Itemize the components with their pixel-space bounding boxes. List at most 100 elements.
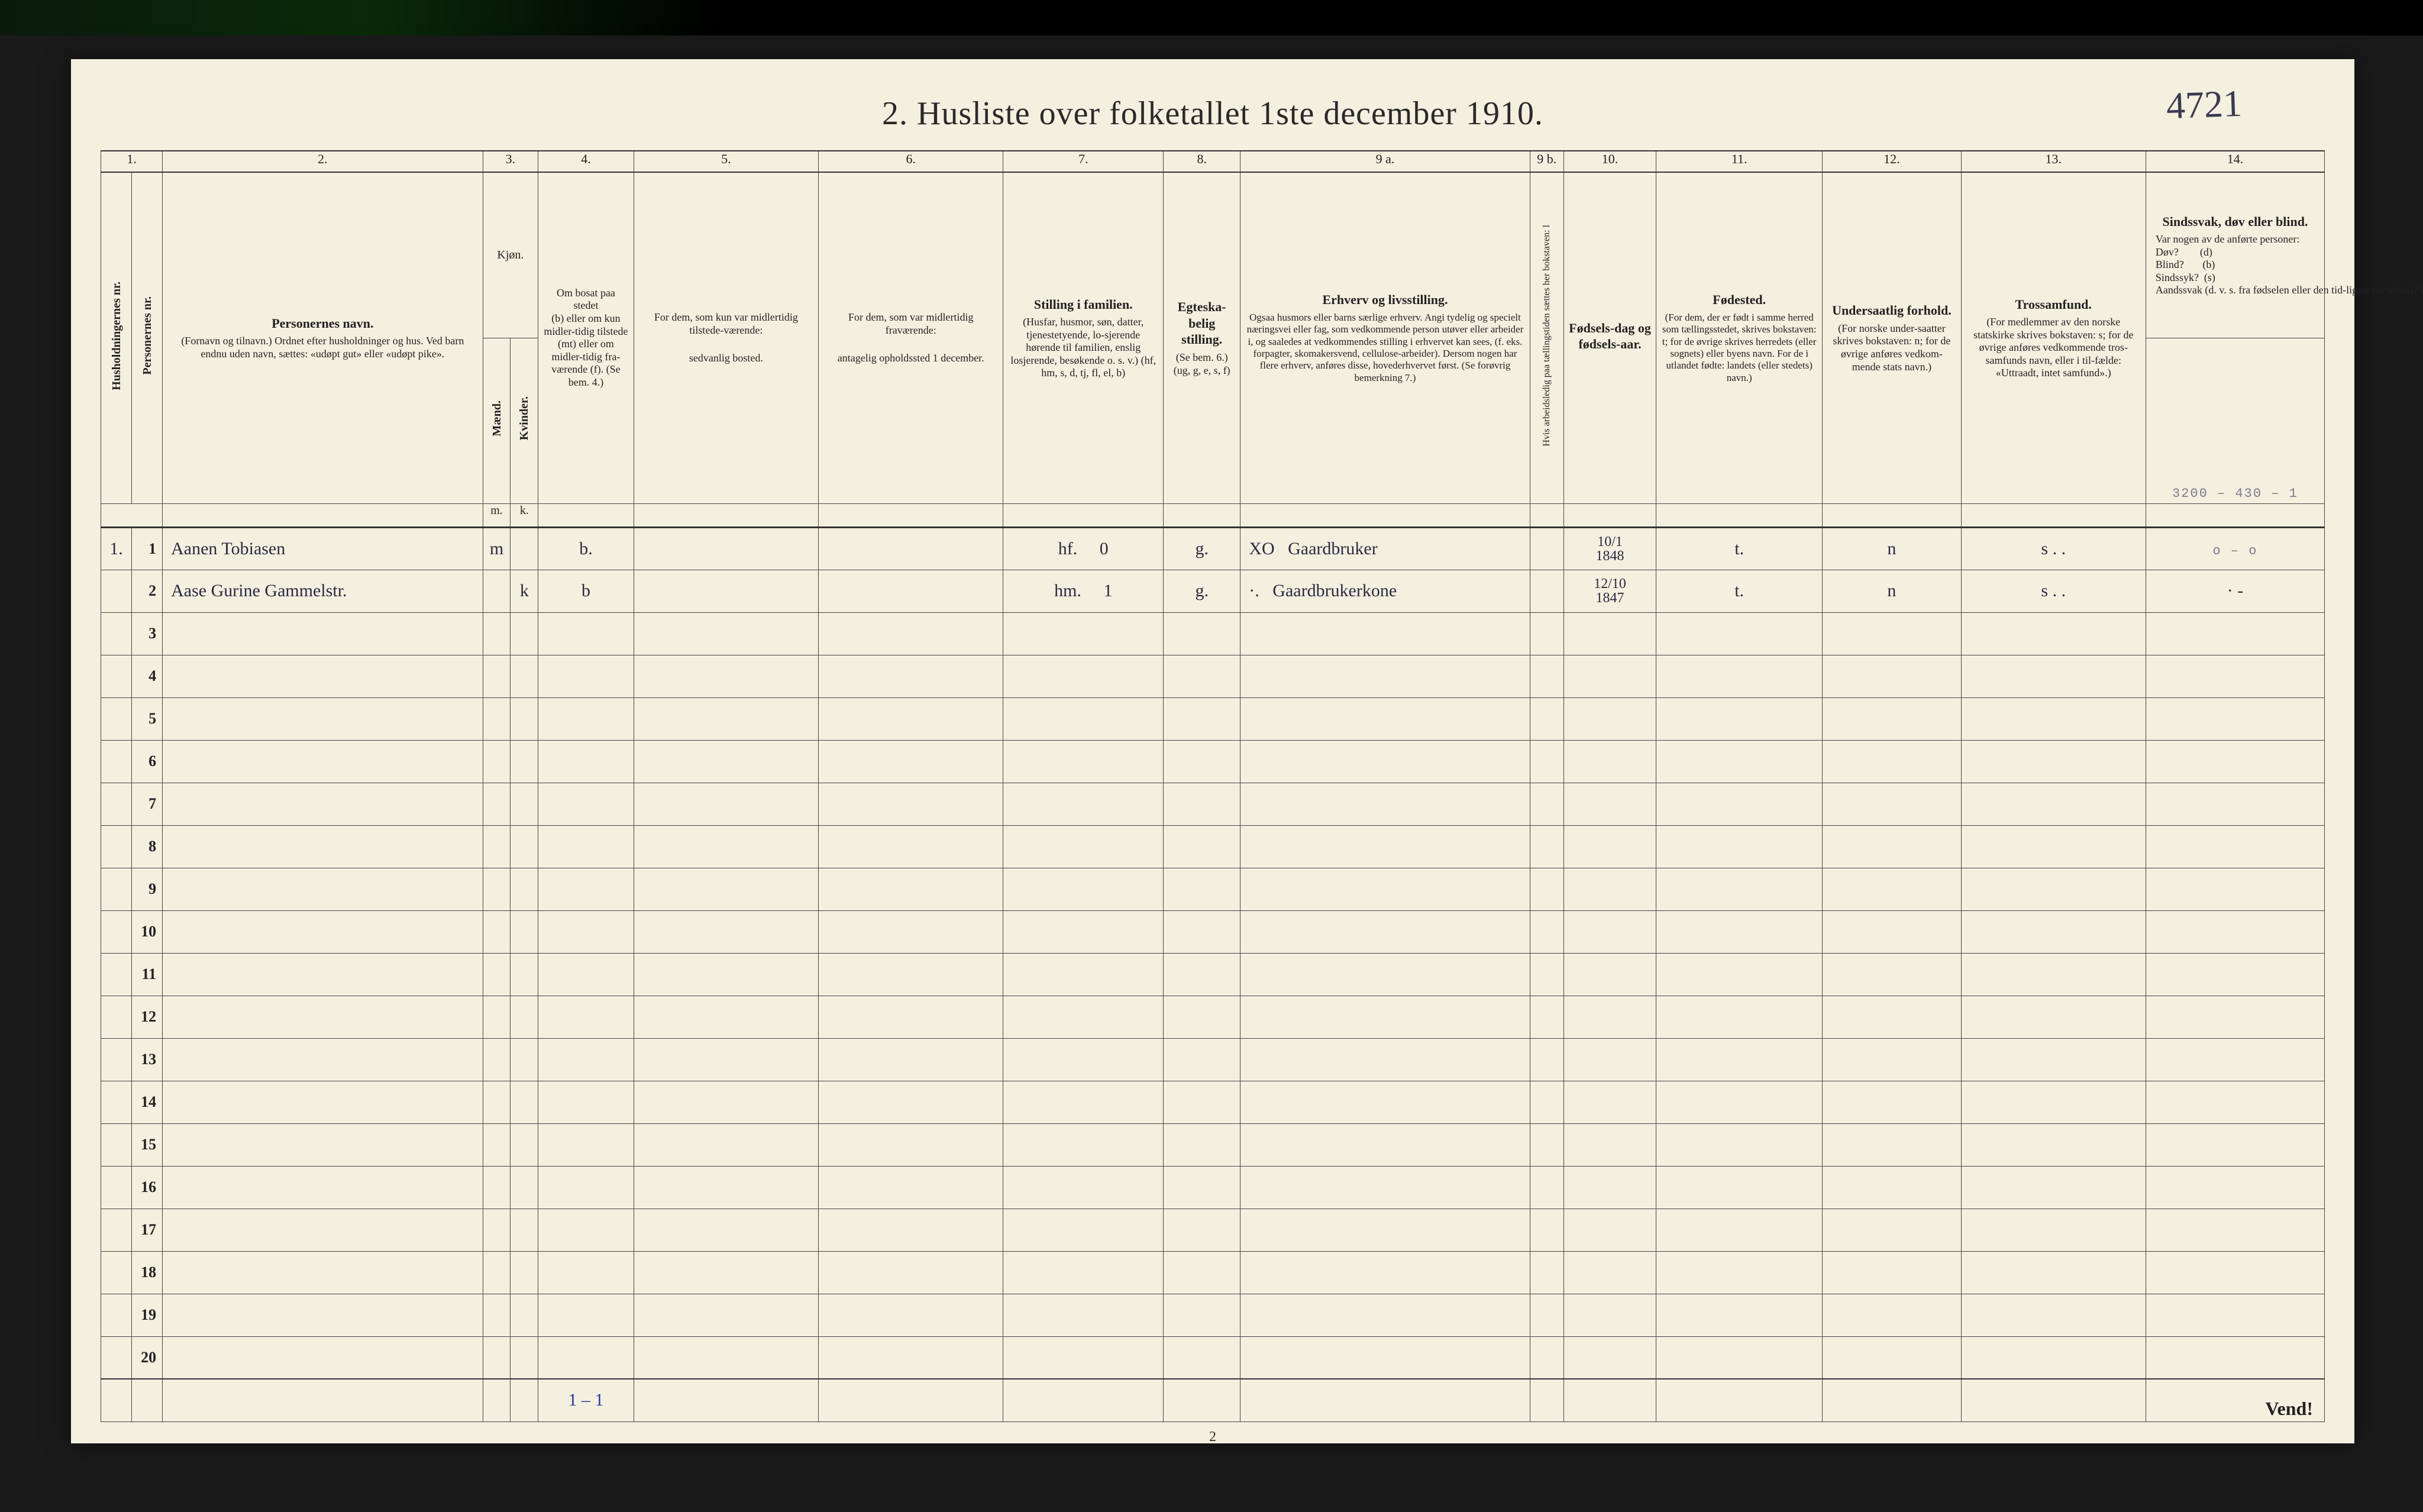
table-row: 19 [101,1294,2325,1336]
cell-blank [1656,697,1823,740]
hdr-erhverv-title: Erhverv og livsstilling. [1245,292,1524,308]
cell-pn: 7 [132,783,163,825]
foot-k: k. [511,503,538,527]
table-row: 1. 1 Aanen Tobiasen m b. hf. 0 g. XO Gaa… [101,527,2325,570]
cell-blank [163,1294,483,1336]
colnum-13: 13. [1961,151,2146,172]
cell-blank [511,1038,538,1081]
cell-blank [2146,1251,2324,1294]
cell-name: Aanen Tobiasen [163,527,483,570]
cell-blank [1240,783,1530,825]
cell-fodested: t. [1656,527,1823,570]
cell-blank [511,1123,538,1166]
cell-blank [1164,783,1240,825]
title-row: 2. Husliste over folketallet 1ste decemb… [101,95,2325,133]
cell-blank [1003,996,1164,1038]
cell-hh [101,783,132,825]
cell-blank [1563,1336,1656,1379]
cell-blank [1656,1251,1823,1294]
cell-blank [1530,1209,1563,1251]
cell-blank [1003,953,1164,996]
hdr-sex-m: Mænd. [483,338,511,503]
cell-blank [1003,783,1164,825]
cell-blank [483,825,511,868]
tally-blank [1961,1379,2146,1421]
pencil-annotation-top: 3200 – 430 – 1 [2172,486,2298,501]
cell-blank [538,740,634,783]
tally-blank [483,1379,511,1421]
cell-pn: 4 [132,655,163,697]
colnum-2: 2. [163,151,483,172]
hdr-bosat-sub: (b) eller om kun midler-tidig tilstede (… [543,312,628,389]
colnum-1: 1. [101,151,163,172]
cell-blank [511,953,538,996]
hdr-sex-m-label: Mænd. [491,400,503,437]
cell-bosat: b. [538,527,634,570]
hdr-hh-nr-label: Husholdningernes nr. [111,282,122,390]
table-row: 13 [101,1038,2325,1081]
hdr-undersaat-title: Undersaatlig forhold. [1827,302,1956,319]
cell-blank [1563,1251,1656,1294]
cell-blank [538,996,634,1038]
cell-fodested: t. [1656,570,1823,612]
cell-pn: 6 [132,740,163,783]
cell-blank [163,910,483,953]
cell-stilling: hf. 0 [1003,527,1164,570]
cell-blank [819,1166,1003,1209]
cell-c14: o – o [2146,527,2324,570]
cell-blank [1961,1166,2146,1209]
cell-hh [101,1123,132,1166]
cell-blank [511,783,538,825]
cell-blank [1823,910,1961,953]
cell-blank [483,655,511,697]
cell-blank [1164,1123,1240,1166]
cell-blank [1823,655,1961,697]
cell-blank [163,1209,483,1251]
cell-blank [2146,1081,2324,1123]
cell-hh [101,1336,132,1379]
colnum-6: 6. [819,151,1003,172]
cell-blank [1563,910,1656,953]
cell-blank [1656,910,1823,953]
colnum-14: 14. [2146,151,2324,172]
cell-blank [483,783,511,825]
cell-blank [1164,1294,1240,1336]
colnum-5: 5. [634,151,818,172]
cell-c6 [819,527,1003,570]
cell-blank [634,697,818,740]
cell-blank [511,1166,538,1209]
cell-blank [634,910,818,953]
foot-blank-9a [1240,503,1530,527]
cell-blank [1003,1336,1164,1379]
cell-blank [1530,1038,1563,1081]
cell-blank [1656,996,1823,1038]
tally-blank [1563,1379,1656,1421]
cell-blank [483,1209,511,1251]
tally-blank [1656,1379,1823,1421]
cell-blank [1656,1081,1823,1123]
cell-hh [101,910,132,953]
cell-blank [819,910,1003,953]
cell-blank [163,783,483,825]
cell-tros: s . . [1961,527,2146,570]
column-number-row: 1. 2. 3. 4. 5. 6. 7. 8. 9 a. 9 b. 10. 11… [101,151,2325,172]
cell-fodsel: 10/1 1848 [1563,527,1656,570]
cell-hh [101,697,132,740]
cell-blank [1164,1038,1240,1081]
cell-blank [483,868,511,910]
cell-blank [2146,1209,2324,1251]
cell-blank [634,1038,818,1081]
cell-blank [1961,825,2146,868]
cell-blank [538,1038,634,1081]
cell-blank [1164,1166,1240,1209]
cell-blank [1530,697,1563,740]
cell-blank [538,825,634,868]
cell-blank [1823,1081,1961,1123]
cell-erhverv: ·. Gaardbrukerkone [1240,570,1530,612]
colnum-8: 8. [1164,151,1240,172]
cell-blank [1240,1123,1530,1166]
cell-c9b [1530,570,1563,612]
cell-sex-m: m [483,527,511,570]
cell-pn: 1 [132,527,163,570]
pencil-annotation-row1: o – o [2212,544,2257,558]
